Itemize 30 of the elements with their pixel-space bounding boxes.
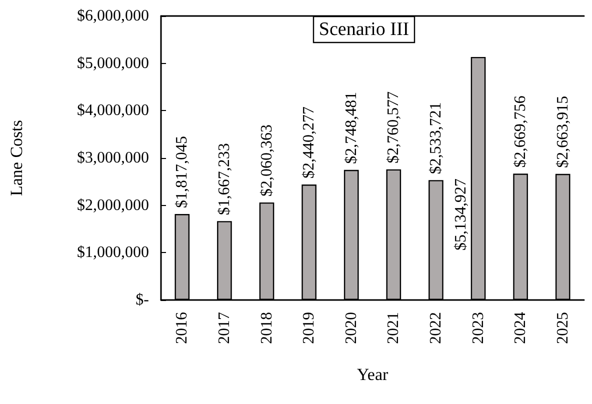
y-tick-label: $3,000,000 bbox=[77, 150, 149, 166]
x-tick-label: 2025 bbox=[554, 312, 572, 344]
y-axis-title: Lane Costs bbox=[7, 120, 26, 196]
x-axis-title: Year bbox=[356, 365, 388, 384]
x-tick-label: 2020 bbox=[342, 312, 360, 344]
x-tick-label: 2021 bbox=[385, 312, 402, 344]
x-tick-label: 2016 bbox=[174, 312, 191, 344]
x-tick-label: 2018 bbox=[258, 312, 276, 344]
data-label: $5,134,927 bbox=[452, 178, 470, 250]
y-tick-label: $4,000,000 bbox=[77, 102, 149, 120]
y-tick-label: $5,000,000 bbox=[77, 54, 149, 72]
data-label: $1,817,045 bbox=[174, 136, 191, 208]
y-tick-label: $1,000,000 bbox=[77, 244, 149, 262]
data-label: $2,760,577 bbox=[385, 91, 402, 164]
y-tick-label: $6,000,000 bbox=[77, 8, 149, 24]
data-label: $1,667,233 bbox=[216, 143, 233, 216]
y-tick-label: $2,000,000 bbox=[77, 196, 149, 214]
data-label: $2,440,277 bbox=[300, 106, 318, 178]
x-tick-label: 2022 bbox=[427, 312, 444, 344]
y-tick-label: $- bbox=[136, 292, 149, 308]
data-label: $2,060,363 bbox=[258, 124, 276, 196]
x-tick-label: 2023 bbox=[470, 312, 487, 344]
x-tick-label: 2024 bbox=[512, 312, 530, 344]
data-label: $2,748,481 bbox=[342, 92, 360, 164]
x-tick-label: 2019 bbox=[300, 312, 318, 344]
x-tick-label: 2017 bbox=[216, 312, 233, 344]
data-label: $2,533,721 bbox=[427, 102, 444, 174]
data-label: $2,669,756 bbox=[512, 96, 530, 168]
data-label: $2,663,915 bbox=[554, 96, 572, 168]
chart-title: Scenario III bbox=[318, 19, 410, 40]
